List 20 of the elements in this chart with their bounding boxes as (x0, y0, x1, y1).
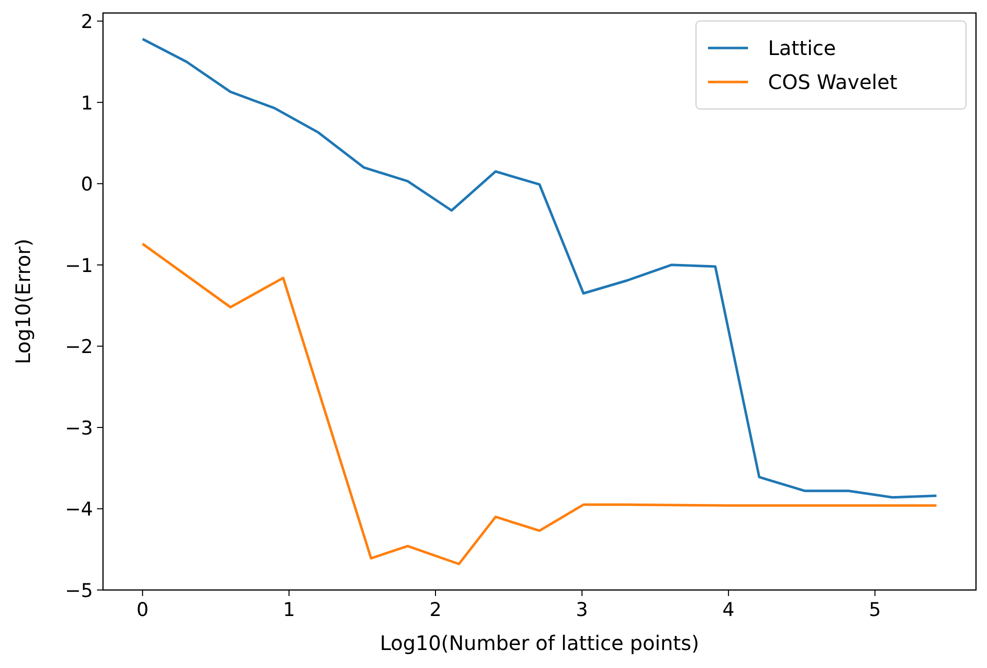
legend-label: COS Wavelet (768, 70, 898, 94)
x-axis-title: Log10(Number of lattice points) (380, 631, 700, 655)
line-series (141, 38, 938, 499)
x-tick-label: 1 (282, 599, 296, 621)
line-series (141, 242, 938, 566)
y-tick-label: −1 (64, 254, 93, 277)
x-tick-label: 2 (429, 599, 442, 621)
y-tick-label: −3 (64, 417, 93, 440)
y-tick-label: 1 (80, 92, 93, 114)
x-tick-label: 3 (576, 599, 588, 621)
x-tick-label: 0 (136, 599, 149, 621)
legend-label: Lattice (768, 36, 836, 60)
y-tick-label: −5 (64, 580, 93, 602)
y-tick-label: 0 (80, 174, 93, 196)
y-tick-label: 2 (80, 11, 93, 34)
y-tick-label: −4 (64, 498, 93, 521)
y-tick-label: −2 (64, 336, 93, 358)
x-tick-label: 4 (722, 599, 734, 621)
x-tick-label: 5 (868, 599, 881, 621)
y-axis-title: Log10(Error) (11, 238, 35, 364)
